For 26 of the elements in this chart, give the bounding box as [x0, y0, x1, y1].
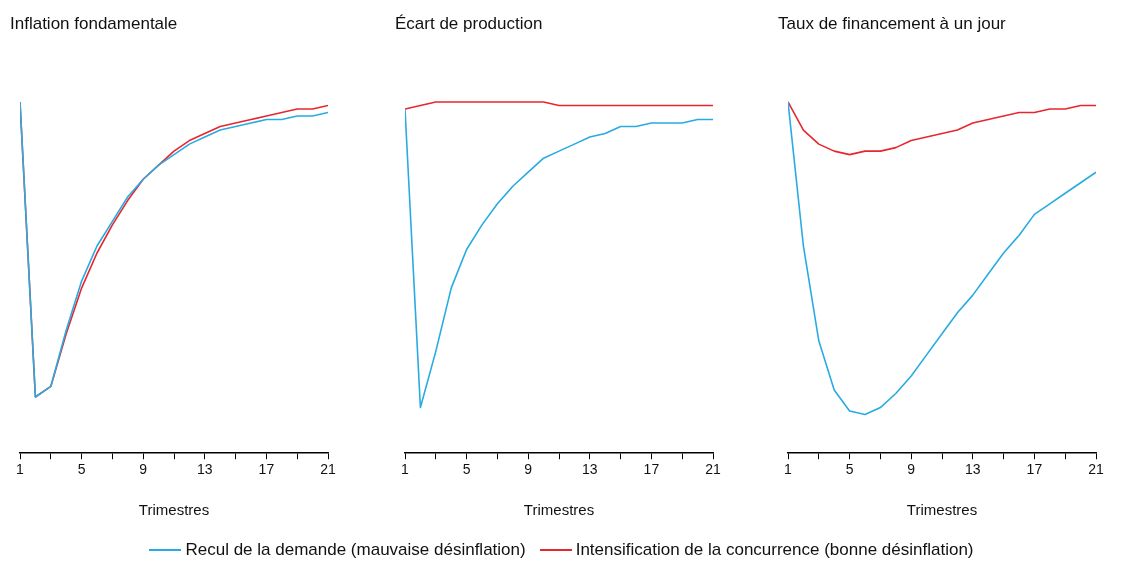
- legend-label: Recul de la demande (mauvaise désinflation): [185, 540, 526, 560]
- x-tick-label: 17: [1026, 461, 1043, 478]
- x-tick-label: 9: [524, 461, 533, 478]
- legend-label: Intensification de la concurrence (bonne désinflation): [575, 540, 974, 560]
- x-tick-label: 1: [16, 461, 25, 478]
- x-tick-label: 9: [139, 461, 148, 478]
- x-tick-label: 17: [258, 461, 275, 478]
- x-tick-label: 5: [462, 461, 471, 478]
- chart-title: Inflation fondamentale: [10, 14, 178, 34]
- x-tick-label: 21: [1088, 461, 1104, 478]
- x-tick-label: 9: [907, 461, 916, 478]
- x-axis-title: Trimestres: [138, 501, 210, 519]
- x-tick-label: 5: [845, 461, 854, 478]
- x-tick-label: 13: [582, 461, 598, 478]
- x-tick-label: 13: [197, 461, 213, 478]
- x-axis-title: Trimestres: [906, 501, 978, 519]
- x-tick-label: 21: [705, 461, 721, 478]
- x-tick-label: 13: [965, 461, 981, 478]
- x-tick-label: 21: [320, 461, 336, 478]
- x-tick-label: 1: [784, 461, 793, 478]
- chart-title: Écart de production: [395, 14, 543, 34]
- x-tick-label: 5: [77, 461, 86, 478]
- chart-title: Taux de financement à un jour: [778, 14, 1006, 34]
- x-tick-label: 17: [643, 461, 660, 478]
- x-tick-label: 1: [401, 461, 410, 478]
- x-axis-title: Trimestres: [523, 501, 595, 519]
